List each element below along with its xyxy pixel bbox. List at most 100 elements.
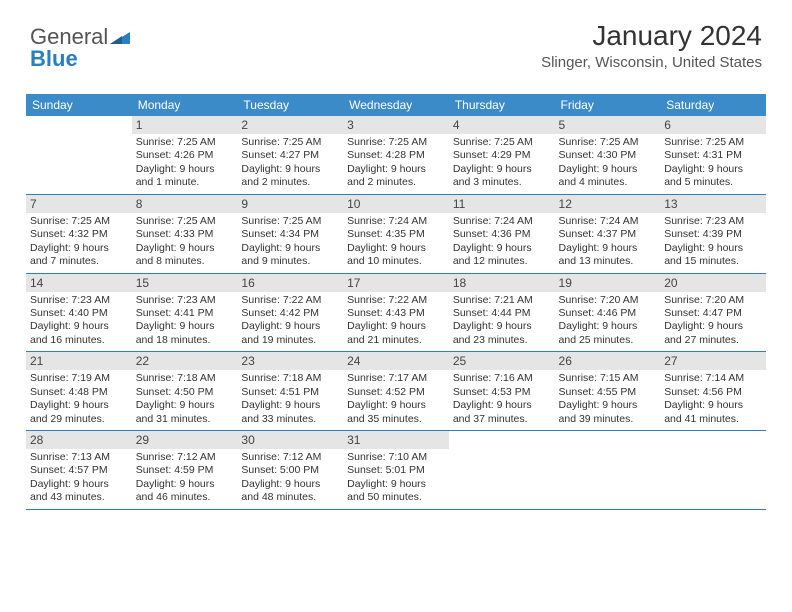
daylight-text: Daylight: 9 hours (347, 320, 445, 333)
sunrise-text: Sunrise: 7:14 AM (664, 372, 762, 385)
sunrise-text: Sunrise: 7:21 AM (453, 294, 551, 307)
sunset-text: Sunset: 4:31 PM (664, 149, 762, 162)
sunrise-text: Sunrise: 7:25 AM (30, 215, 128, 228)
daylight-text: Daylight: 9 hours (347, 478, 445, 491)
day-cell: 18 Sunrise: 7:21 AMSunset: 4:44 PMDayligh… (449, 274, 555, 352)
sunset-text: Sunset: 4:42 PM (241, 307, 339, 320)
day-cell: 1 Sunrise: 7:25 AMSunset: 4:26 PMDaylight… (132, 116, 238, 194)
day-number: 14 (26, 274, 132, 292)
day-cell: 30Sunrise: 7:12 AMSunset: 5:00 PMDayligh… (237, 431, 343, 509)
day-info: Sunrise: 7:12 AMSunset: 4:59 PMDaylight:… (136, 451, 234, 505)
daylight-text: and 29 minutes. (30, 413, 128, 426)
sunset-text: Sunset: 4:48 PM (30, 386, 128, 399)
day-info: Sunrise: 7:10 AMSunset: 5:01 PMDaylight:… (347, 451, 445, 505)
sunrise-text: Sunrise: 7:18 AM (136, 372, 234, 385)
day-info: Sunrise: 7:16 AMSunset: 4:53 PMDaylight:… (453, 372, 551, 426)
daylight-text: Daylight: 9 hours (241, 242, 339, 255)
daylight-text: and 9 minutes. (241, 255, 339, 268)
day-number: 21 (26, 352, 132, 370)
day-number: 6 (660, 116, 766, 134)
weekday-header-row: Sunday Monday Tuesday Wednesday Thursday… (26, 94, 766, 116)
weekday-header: Saturday (660, 94, 766, 116)
daylight-text: Daylight: 9 hours (453, 163, 551, 176)
day-cell: 26Sunrise: 7:15 AMSunset: 4:55 PMDayligh… (555, 352, 661, 430)
day-cell: 16Sunrise: 7:22 AMSunset: 4:42 PMDayligh… (237, 274, 343, 352)
daylight-text: and 25 minutes. (559, 334, 657, 347)
day-info: Sunrise: 7:13 AMSunset: 4:57 PMDaylight:… (30, 451, 128, 505)
daylight-text: and 50 minutes. (347, 491, 445, 504)
day-info: Sunrise: 7:25 AMSunset: 4:26 PMDaylight:… (136, 136, 234, 190)
page-title: January 2024 (541, 20, 762, 52)
sunrise-text: Sunrise: 7:12 AM (241, 451, 339, 464)
daylight-text: and 7 minutes. (30, 255, 128, 268)
day-cell: 7Sunrise: 7:25 AMSunset: 4:32 PMDaylight… (26, 195, 132, 273)
day-number: 18 (449, 274, 555, 292)
daylight-text: Daylight: 9 hours (453, 320, 551, 333)
week-row: 21Sunrise: 7:19 AMSunset: 4:48 PMDayligh… (26, 352, 766, 431)
day-info: Sunrise: 7:24 AMSunset: 4:36 PMDaylight:… (453, 215, 551, 269)
daylight-text: Daylight: 9 hours (30, 320, 128, 333)
sunrise-text: Sunrise: 7:20 AM (664, 294, 762, 307)
day-info: Sunrise: 7:23 AMSunset: 4:40 PMDaylight:… (30, 294, 128, 348)
sunrise-text: Sunrise: 7:25 AM (241, 136, 339, 149)
day-number: 28 (26, 431, 132, 449)
day-info: Sunrise: 7:25 AMSunset: 4:29 PMDaylight:… (453, 136, 551, 190)
daylight-text: Daylight: 9 hours (241, 399, 339, 412)
day-cell: 8Sunrise: 7:25 AMSunset: 4:33 PMDaylight… (132, 195, 238, 273)
week-row: 7Sunrise: 7:25 AMSunset: 4:32 PMDaylight… (26, 195, 766, 274)
daylight-text: Daylight: 9 hours (664, 320, 762, 333)
daylight-text: and 2 minutes. (241, 176, 339, 189)
day-number: 7 (26, 195, 132, 213)
sunrise-text: Sunrise: 7:25 AM (664, 136, 762, 149)
day-cell: 11Sunrise: 7:24 AMSunset: 4:36 PMDayligh… (449, 195, 555, 273)
sunset-text: Sunset: 4:29 PM (453, 149, 551, 162)
sunrise-text: Sunrise: 7:24 AM (453, 215, 551, 228)
day-cell: 15Sunrise: 7:23 AMSunset: 4:41 PMDayligh… (132, 274, 238, 352)
day-number: 24 (343, 352, 449, 370)
day-info: Sunrise: 7:15 AMSunset: 4:55 PMDaylight:… (559, 372, 657, 426)
week-row: 28 Sunrise: 7:13 AMSunset: 4:57 PMDayligh… (26, 431, 766, 510)
day-info: Sunrise: 7:25 AMSunset: 4:31 PMDaylight:… (664, 136, 762, 190)
day-number: 5 (555, 116, 661, 134)
day-cell: 12Sunrise: 7:24 AMSunset: 4:37 PMDayligh… (555, 195, 661, 273)
day-cell: 13Sunrise: 7:23 AMSunset: 4:39 PMDayligh… (660, 195, 766, 273)
sunset-text: Sunset: 4:37 PM (559, 228, 657, 241)
daylight-text: and 31 minutes. (136, 413, 234, 426)
daylight-text: and 39 minutes. (559, 413, 657, 426)
sunrise-text: Sunrise: 7:25 AM (559, 136, 657, 149)
day-number: 1 (132, 116, 238, 134)
weekday-header: Friday (555, 94, 661, 116)
sunrise-text: Sunrise: 7:25 AM (136, 215, 234, 228)
day-number: 27 (660, 352, 766, 370)
daylight-text: and 33 minutes. (241, 413, 339, 426)
daylight-text: and 4 minutes. (559, 176, 657, 189)
day-cell (26, 116, 132, 194)
weekday-header: Thursday (449, 94, 555, 116)
sunrise-text: Sunrise: 7:24 AM (347, 215, 445, 228)
sunrise-text: Sunrise: 7:13 AM (30, 451, 128, 464)
sunset-text: Sunset: 4:44 PM (453, 307, 551, 320)
sunset-text: Sunset: 5:01 PM (347, 464, 445, 477)
day-info: Sunrise: 7:21 AMSunset: 4:44 PMDaylight:… (453, 294, 551, 348)
sunset-text: Sunset: 4:36 PM (453, 228, 551, 241)
day-number: 30 (237, 431, 343, 449)
weekday-header: Wednesday (343, 94, 449, 116)
sunset-text: Sunset: 4:33 PM (136, 228, 234, 241)
sunset-text: Sunset: 4:51 PM (241, 386, 339, 399)
day-cell: 21Sunrise: 7:19 AMSunset: 4:48 PMDayligh… (26, 352, 132, 430)
sunset-text: Sunset: 4:56 PM (664, 386, 762, 399)
daylight-text: and 27 minutes. (664, 334, 762, 347)
day-number: 20 (660, 274, 766, 292)
sunrise-text: Sunrise: 7:10 AM (347, 451, 445, 464)
day-info: Sunrise: 7:18 AMSunset: 4:51 PMDaylight:… (241, 372, 339, 426)
day-cell (660, 431, 766, 509)
daylight-text: Daylight: 9 hours (30, 242, 128, 255)
weekday-header: Tuesday (237, 94, 343, 116)
sunrise-text: Sunrise: 7:20 AM (559, 294, 657, 307)
daylight-text: Daylight: 9 hours (453, 242, 551, 255)
day-cell: 29Sunrise: 7:12 AMSunset: 4:59 PMDayligh… (132, 431, 238, 509)
sunrise-text: Sunrise: 7:12 AM (136, 451, 234, 464)
sunrise-text: Sunrise: 7:25 AM (241, 215, 339, 228)
week-row: 14 Sunrise: 7:23 AMSunset: 4:40 PMDayligh… (26, 274, 766, 353)
day-number: 12 (555, 195, 661, 213)
